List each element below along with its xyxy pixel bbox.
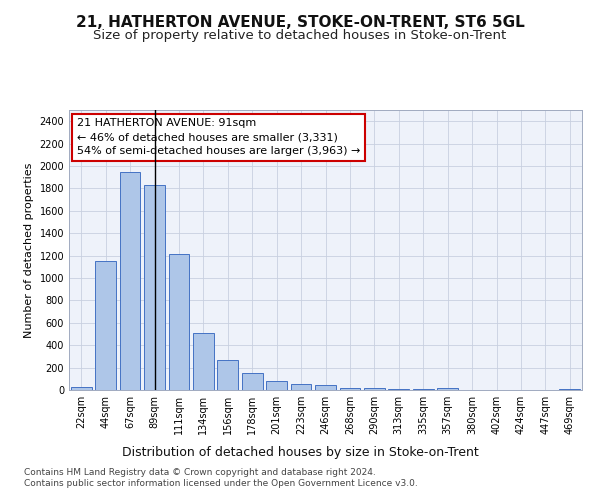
Text: Contains public sector information licensed under the Open Government Licence v3: Contains public sector information licen… — [24, 480, 418, 488]
Text: 21 HATHERTON AVENUE: 91sqm
← 46% of detached houses are smaller (3,331)
54% of s: 21 HATHERTON AVENUE: 91sqm ← 46% of deta… — [77, 118, 360, 156]
Bar — [388, 388, 409, 390]
Bar — [437, 388, 458, 390]
Text: 21, HATHERTON AVENUE, STOKE-ON-TRENT, ST6 5GL: 21, HATHERTON AVENUE, STOKE-ON-TRENT, ST… — [76, 15, 524, 30]
Bar — [266, 381, 287, 390]
Bar — [119, 172, 140, 390]
Bar — [364, 388, 385, 390]
Bar — [95, 261, 116, 390]
Bar — [315, 386, 336, 390]
Bar — [242, 372, 263, 390]
Bar — [290, 384, 311, 390]
Bar — [217, 360, 238, 390]
Text: Contains HM Land Registry data © Crown copyright and database right 2024.: Contains HM Land Registry data © Crown c… — [24, 468, 376, 477]
Bar — [340, 388, 361, 390]
Bar — [71, 387, 92, 390]
Text: Size of property relative to detached houses in Stoke-on-Trent: Size of property relative to detached ho… — [94, 30, 506, 43]
Bar — [193, 333, 214, 390]
Y-axis label: Number of detached properties: Number of detached properties — [24, 162, 34, 338]
Text: Distribution of detached houses by size in Stoke-on-Trent: Distribution of detached houses by size … — [122, 446, 478, 459]
Bar — [144, 185, 165, 390]
Bar — [169, 254, 190, 390]
